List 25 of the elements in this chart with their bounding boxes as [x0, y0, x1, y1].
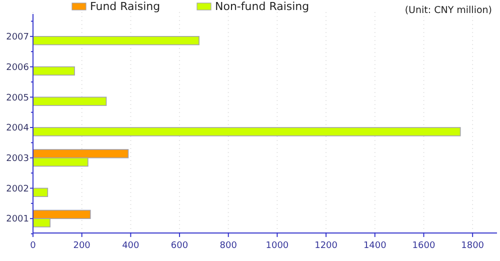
- bar: [32, 127, 461, 136]
- x-tick-label: 800: [220, 241, 238, 251]
- bar: [32, 36, 200, 46]
- legend-label: Non-fund Raising: [215, 0, 310, 13]
- x-tick-label: 600: [170, 241, 188, 251]
- x-tick-label: 1000: [266, 241, 289, 251]
- x-tick-label: 1200: [314, 241, 338, 251]
- bar: [32, 66, 75, 76]
- x-tick-label: 400: [122, 241, 140, 251]
- x-tick-label: 1600: [412, 241, 436, 251]
- legend-label: Fund Raising: [90, 0, 160, 13]
- bar: [32, 96, 107, 106]
- x-tick-label: 200: [73, 241, 91, 251]
- y-tick-label: 2006: [6, 62, 30, 73]
- bar: [32, 188, 48, 197]
- y-tick-label: 2004: [6, 124, 30, 134]
- x-tick-label: 1800: [461, 241, 484, 251]
- y-tick-label: 2001: [6, 214, 29, 225]
- x-tick-label: 1400: [363, 241, 387, 251]
- x-tick-label: 0: [30, 241, 36, 251]
- y-tick-label: 2005: [6, 93, 29, 104]
- y-tick-label: 2003: [6, 154, 29, 164]
- y-tick-label: 2007: [6, 32, 29, 43]
- annotation: (Unit: CNY million): [404, 5, 492, 16]
- y-tick-label: 2002: [6, 184, 29, 194]
